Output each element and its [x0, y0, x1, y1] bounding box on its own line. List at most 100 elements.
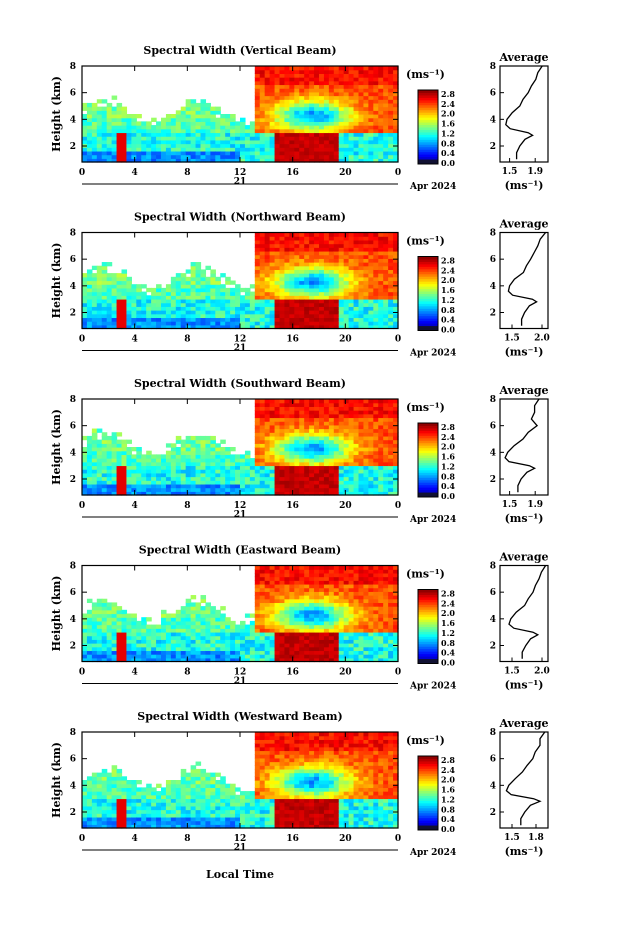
heatmap-cell — [250, 458, 256, 462]
heatmap-cell — [378, 88, 384, 92]
heatmap-cell — [344, 73, 350, 77]
heatmap-cell — [210, 647, 216, 651]
heatmap-cell — [97, 269, 103, 273]
heatmap-cell — [304, 654, 310, 658]
heatmap-cell — [294, 140, 300, 144]
heatmap-cell — [230, 621, 236, 625]
heatmap-cell — [289, 121, 295, 125]
heatmap-cell — [309, 84, 315, 88]
heatmap-cell — [378, 92, 384, 96]
heatmap-cell — [146, 144, 152, 148]
heatmap-cell — [368, 465, 374, 469]
heatmap-cell — [304, 306, 310, 310]
heatmap-cell — [117, 321, 123, 325]
heatmap-cell — [373, 110, 379, 114]
heatmap-cell — [339, 432, 345, 436]
heatmap-cell — [92, 125, 98, 129]
heatmap-cell — [289, 151, 295, 155]
heatmap-cell — [255, 247, 261, 251]
heatmap-cell — [186, 632, 192, 636]
heatmap-cell — [181, 447, 187, 451]
heatmap-cell — [329, 599, 335, 603]
heatmap-cell — [176, 647, 182, 651]
heatmap-cell — [102, 284, 108, 288]
heatmap-cell — [284, 284, 290, 288]
heatmap-cell — [363, 488, 369, 492]
heatmap-cell — [319, 573, 325, 577]
heatmap-cell — [378, 155, 384, 159]
heatmap-cell — [388, 251, 394, 255]
heatmap-cell — [299, 566, 305, 570]
heatmap-cell — [176, 306, 182, 310]
heatmap-cell — [171, 484, 177, 488]
heatmap-cell — [205, 121, 211, 125]
heatmap-cell — [319, 66, 325, 70]
heatmap-cell — [176, 151, 182, 155]
heatmap-cell — [210, 155, 216, 159]
heatmap-cell — [319, 303, 325, 307]
heatmap-cell — [314, 306, 320, 310]
heatmap-cell — [294, 281, 300, 285]
heatmap-cell — [284, 266, 290, 270]
heatmap-cell — [117, 281, 123, 285]
heatmap-cell — [280, 66, 286, 70]
day-label: 21 — [234, 510, 247, 520]
heatmap-cell — [349, 288, 355, 292]
heatmap-cell — [141, 136, 147, 140]
heatmap-cell — [201, 147, 207, 151]
heatmap-cell — [191, 639, 197, 643]
heatmap-cell — [319, 636, 325, 640]
heatmap-cell — [166, 140, 172, 144]
heatmap-cell — [196, 314, 202, 318]
heatmap-cell — [359, 66, 365, 70]
heatmap-cell — [299, 240, 305, 244]
heatmap-cell — [205, 469, 211, 473]
y-tick-label: 8 — [70, 229, 76, 239]
heatmap-cell — [97, 610, 103, 614]
heatmap-cell — [354, 233, 360, 237]
heatmap-cell — [255, 281, 261, 285]
heatmap-cell — [275, 99, 281, 103]
heatmap-cell — [309, 451, 315, 455]
heatmap-cell — [131, 477, 137, 481]
heatmap-cell — [388, 147, 394, 151]
heatmap-cell — [299, 244, 305, 248]
heatmap-cell — [196, 151, 202, 155]
heatmap-cell — [329, 484, 335, 488]
heatmap-cell — [388, 258, 394, 262]
heatmap-cell — [260, 292, 266, 296]
heatmap-cell — [359, 288, 365, 292]
profile-y-tick-label: 6 — [490, 89, 496, 99]
heatmap-cell — [92, 454, 98, 458]
heatmap-cell — [201, 462, 207, 466]
heatmap-cell — [378, 292, 384, 296]
heatmap-cell — [339, 584, 345, 588]
heatmap-cell — [354, 421, 360, 425]
heatmap-cell — [225, 299, 231, 303]
heatmap-cell — [324, 269, 330, 273]
heatmap-cell — [299, 303, 305, 307]
heatmap-cell — [107, 614, 113, 618]
heatmap-cell — [205, 647, 211, 651]
heatmap-cell — [136, 451, 142, 455]
heatmap-cell — [230, 654, 236, 658]
heatmap-cell — [126, 314, 132, 318]
heatmap-cell — [299, 484, 305, 488]
heatmap-cell — [368, 70, 374, 74]
heatmap-cell — [383, 469, 389, 473]
heatmap-cell — [280, 406, 286, 410]
heatmap-cell — [344, 77, 350, 81]
heatmap-cell — [339, 310, 345, 314]
heatmap-cell — [319, 417, 325, 421]
heatmap-cell — [339, 610, 345, 614]
heatmap-cell — [201, 144, 207, 148]
heatmap-cell — [319, 591, 325, 595]
heatmap-cell — [388, 488, 394, 492]
heatmap-cell — [284, 588, 290, 592]
heatmap-cell — [314, 399, 320, 403]
heatmap-cell — [289, 144, 295, 148]
heatmap-cell — [280, 654, 286, 658]
heatmap-cell — [126, 281, 132, 285]
heatmap-cell — [196, 281, 202, 285]
heatmap-cell — [265, 610, 271, 614]
